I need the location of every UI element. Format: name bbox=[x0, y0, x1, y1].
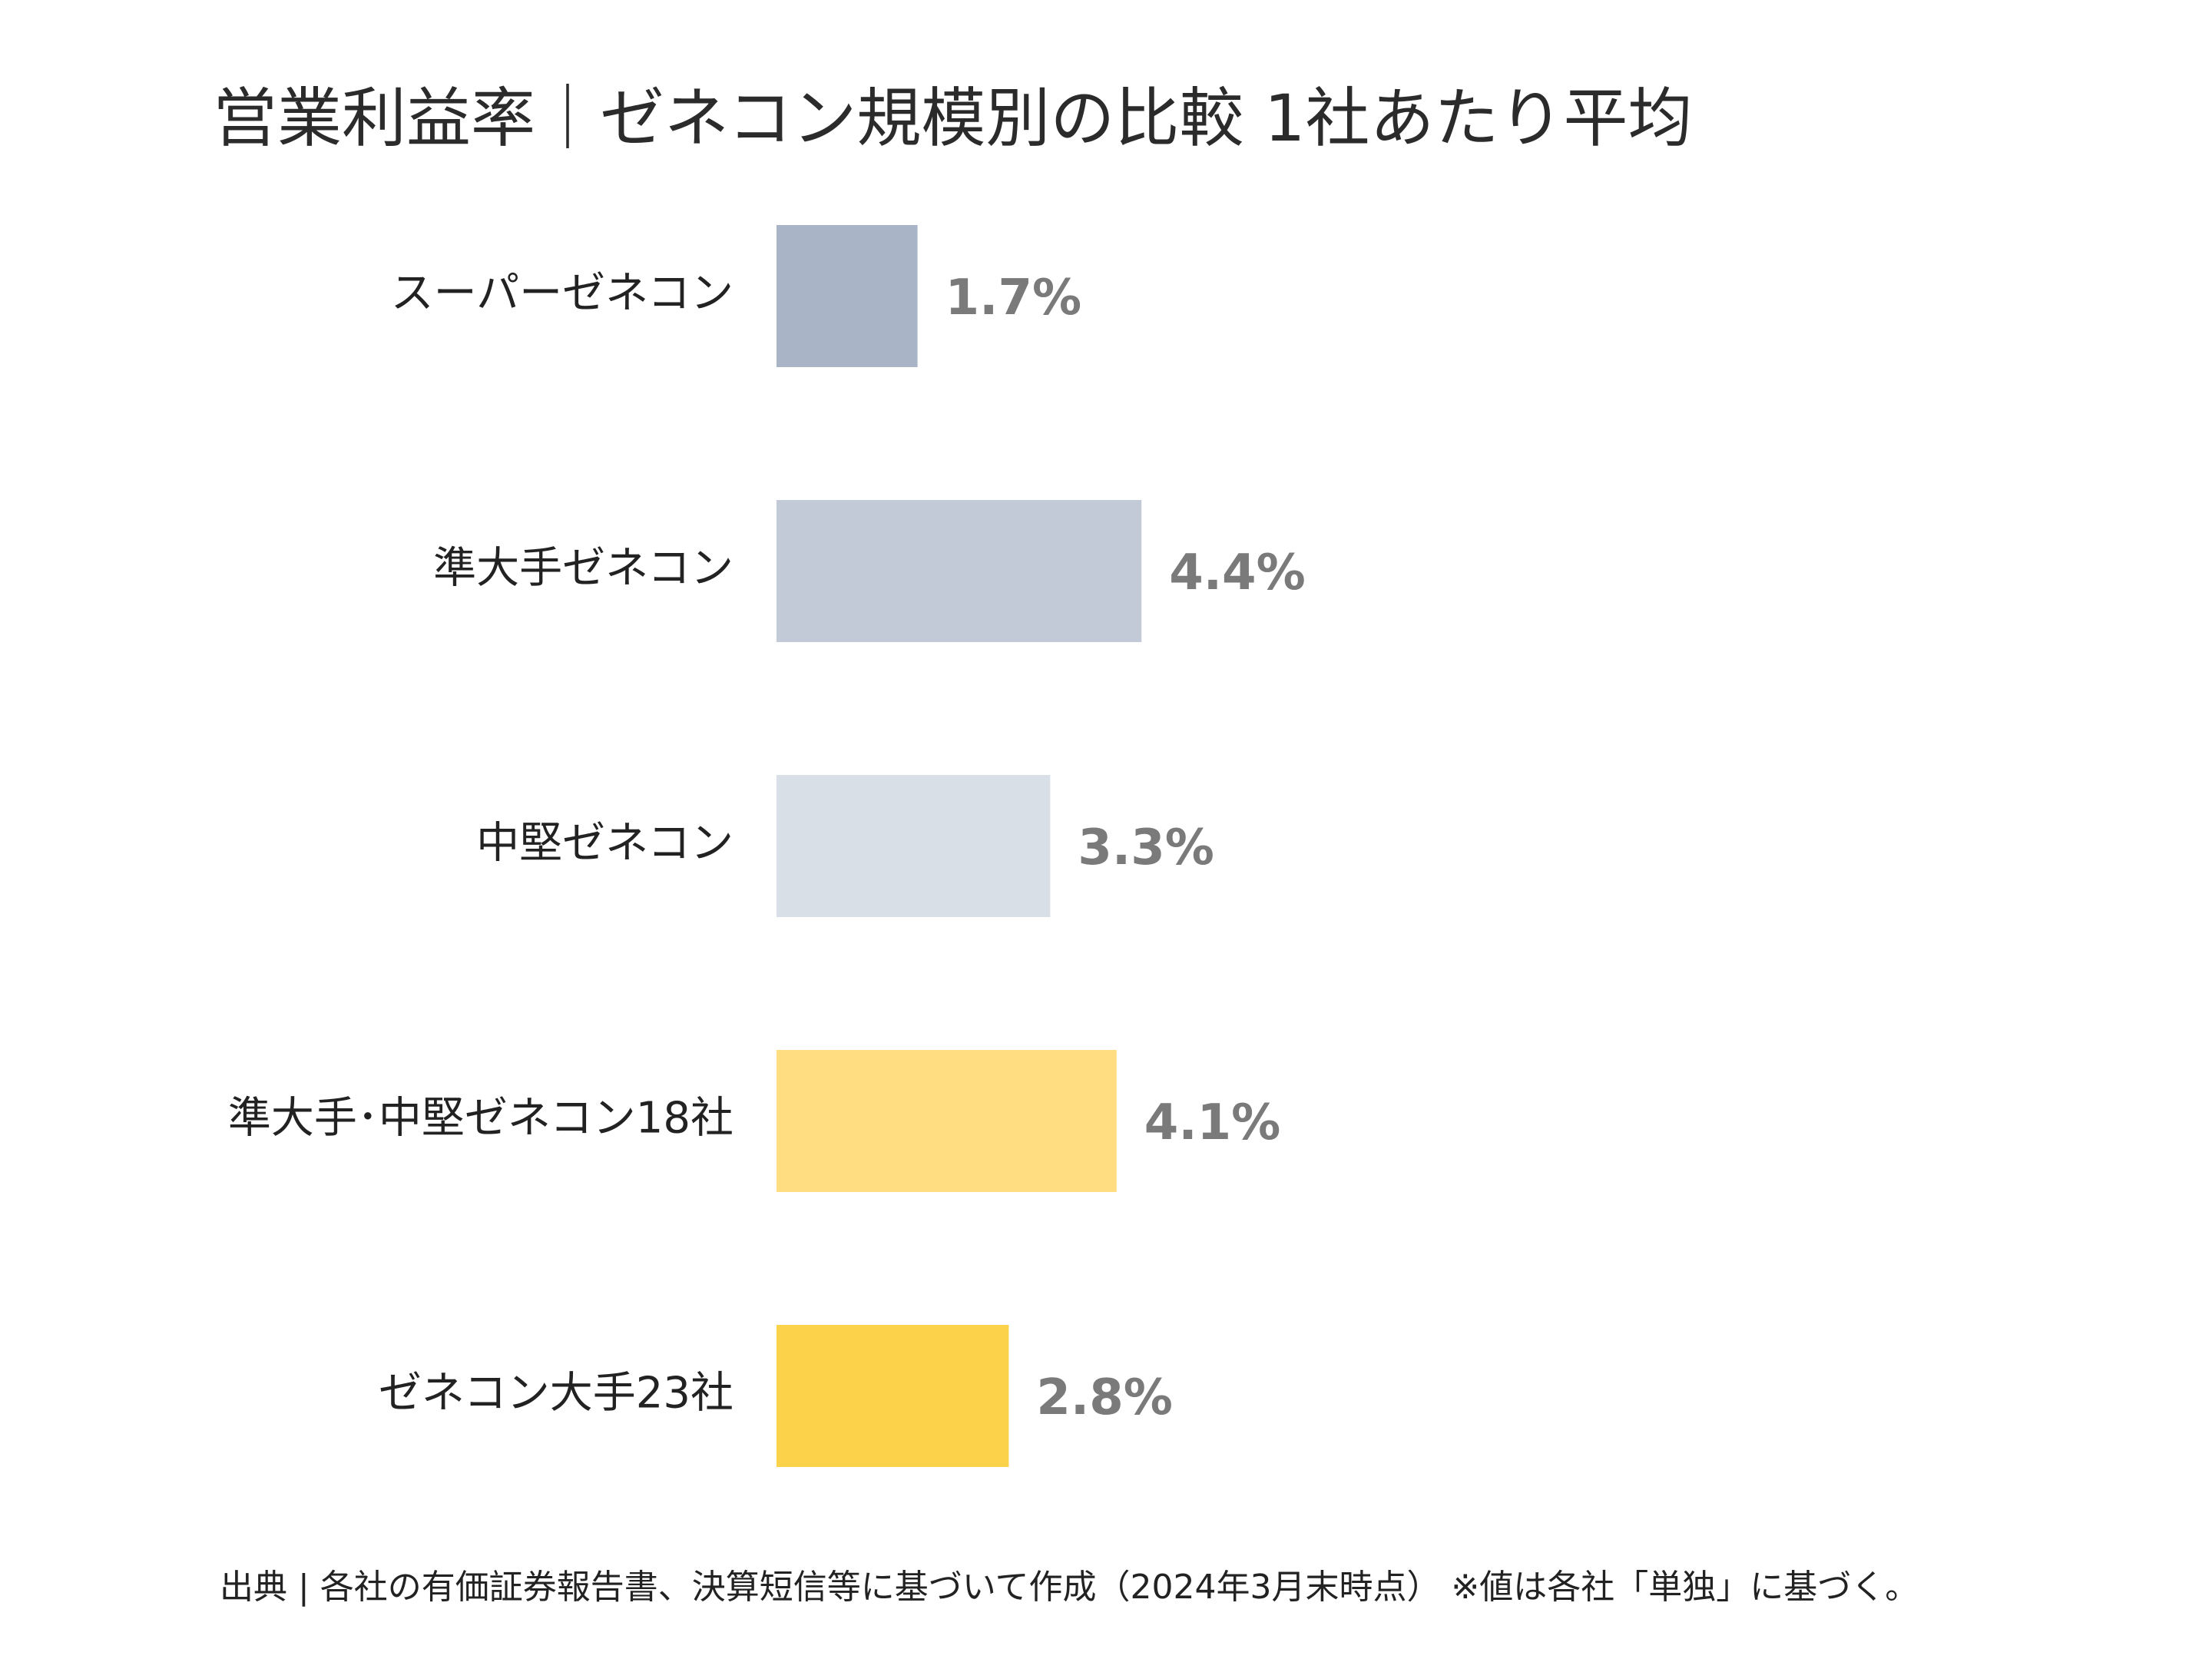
value-label-1: 4.4% bbox=[1169, 545, 1306, 601]
value-label-3: 4.1% bbox=[1144, 1094, 1281, 1151]
bar-2 bbox=[777, 775, 1051, 917]
value-label-4: 2.8% bbox=[1036, 1369, 1173, 1426]
category-label-1: 準大手ゼネコン bbox=[433, 544, 733, 594]
category-label-4: ゼネコン大手23社 bbox=[379, 1369, 733, 1419]
chart-title: 営業利益率｜ゼネコン規模別の比較 1社あたり平均 bbox=[213, 81, 1693, 156]
bars-group: スーパーゼネコン 1.7% 準大手ゼネコン 4.4% 中堅ゼネコン 3.3% 準大手･中堅ゼ… bbox=[228, 225, 1306, 1467]
bar-4 bbox=[777, 1325, 1009, 1467]
category-label-0: スーパーゼネコン bbox=[391, 269, 733, 319]
bar-0 bbox=[777, 225, 918, 367]
bar-3 bbox=[777, 1050, 1117, 1192]
bar-1 bbox=[777, 500, 1142, 642]
value-label-0: 1.7% bbox=[945, 270, 1082, 326]
category-label-2: 中堅ゼネコン bbox=[476, 819, 733, 869]
category-label-3: 準大手･中堅ゼネコン18社 bbox=[228, 1094, 733, 1144]
source-note: 出典 | 各社の有価証券報告書、決算短信等に基づいて作成（2024年3月末時点）… bbox=[220, 1568, 1919, 1607]
value-label-2: 3.3% bbox=[1078, 820, 1214, 876]
